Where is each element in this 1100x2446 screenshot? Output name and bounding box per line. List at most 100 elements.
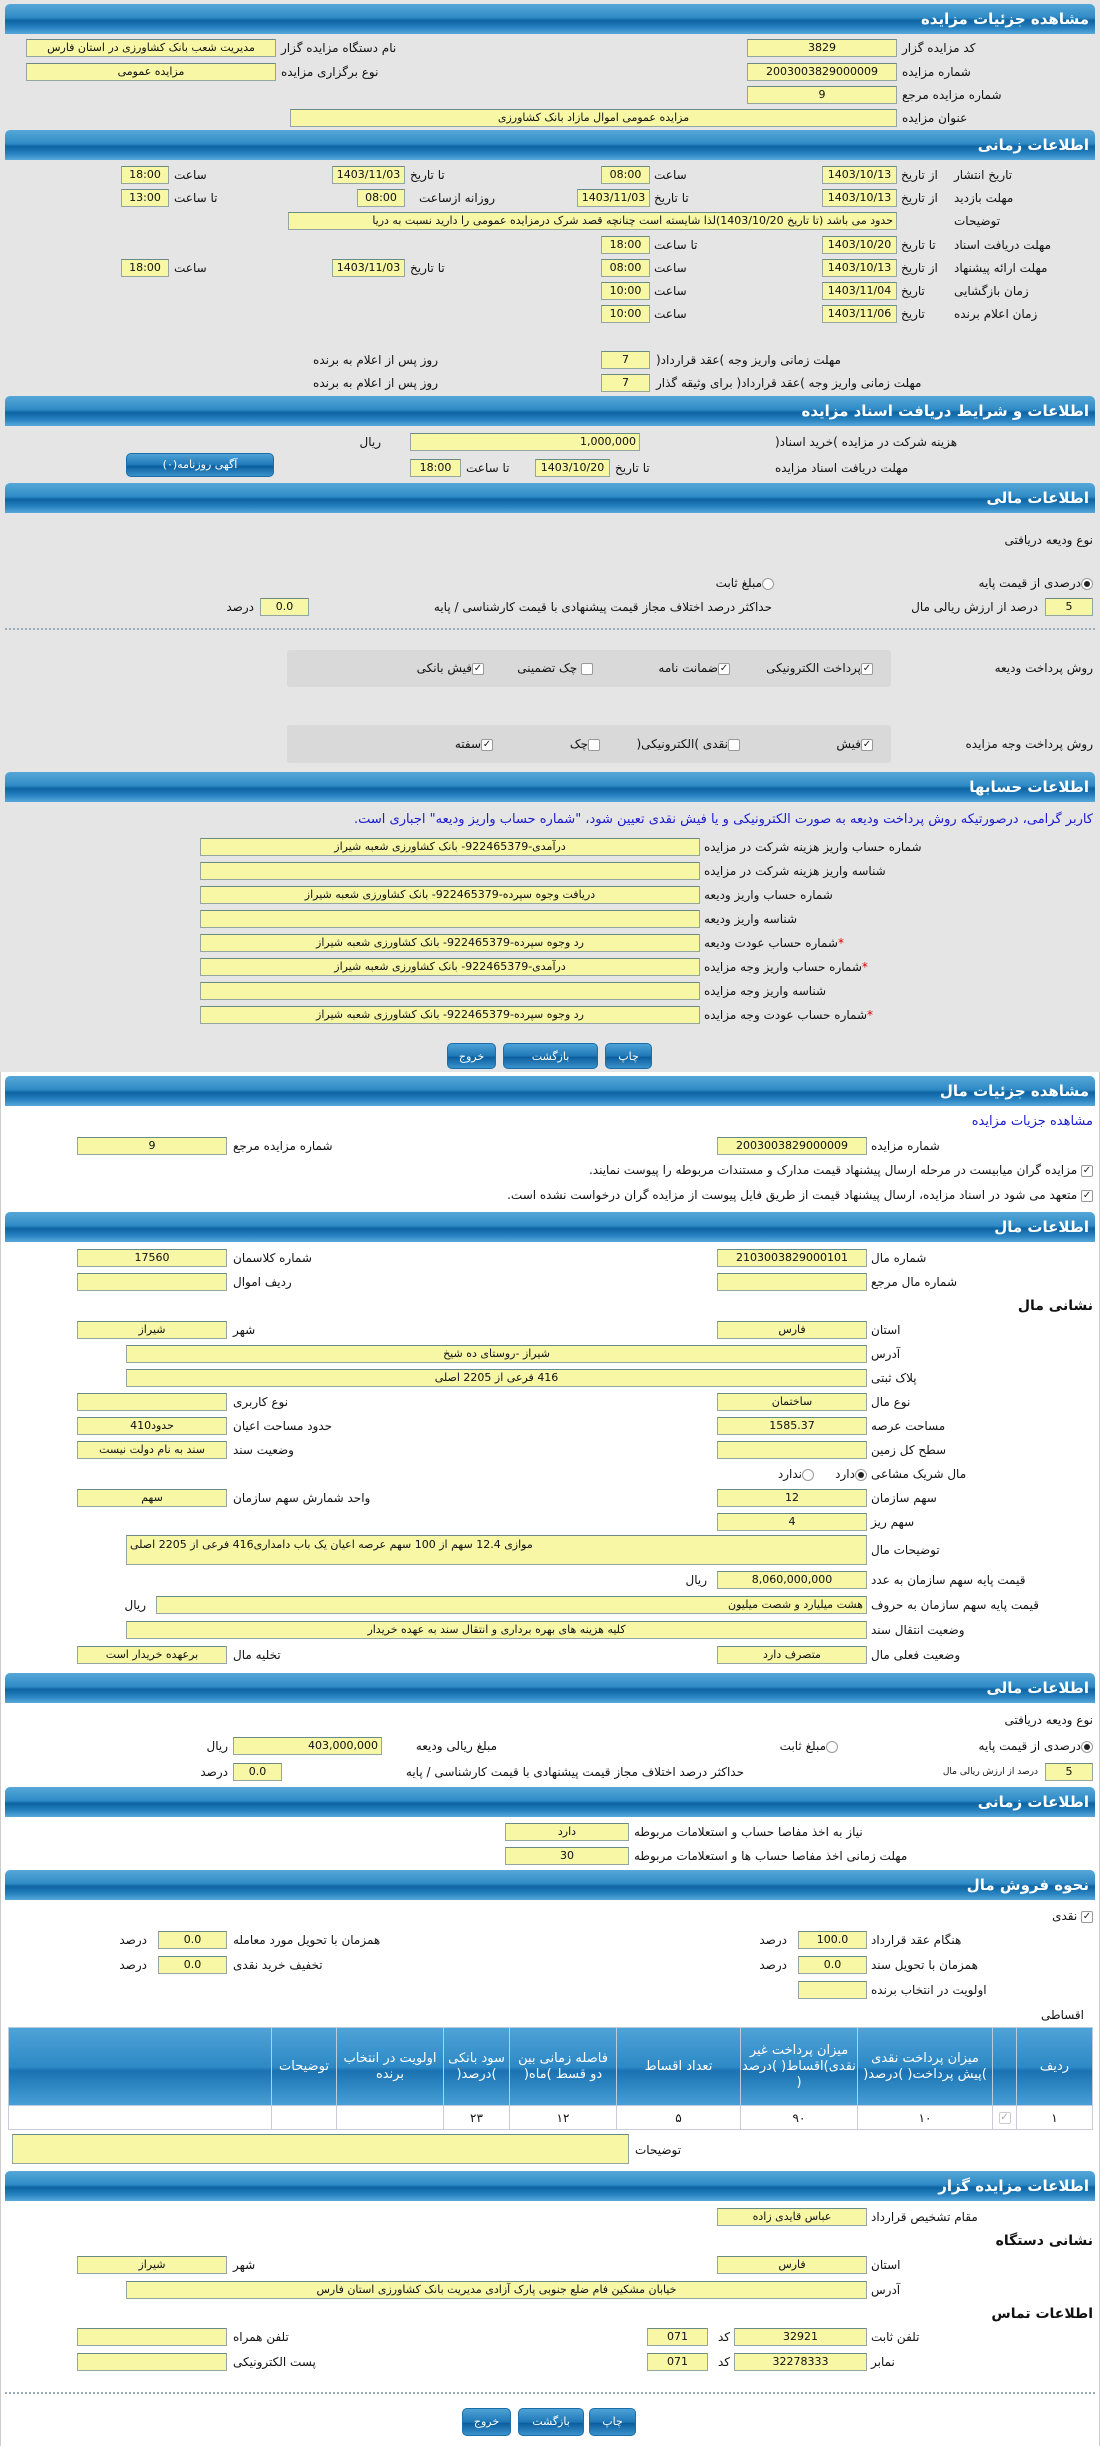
payment-method-cheque[interactable]: چک [570,734,600,754]
land-area-field[interactable]: 1585.37 [717,1417,867,1435]
account-field[interactable]: درآمدی-922465379- بانک کشاورزی شعبه شیرا… [200,838,700,856]
address-field[interactable]: شیراز -روستای ده شیخ [126,1345,867,1363]
share-unit-field[interactable]: سهم [77,1489,227,1507]
evacuation-field[interactable]: برعهده خریدار است [77,1646,227,1664]
asset-row-field[interactable] [77,1273,227,1291]
publish-to-hour[interactable]: 18:00 [121,166,169,184]
bid-to-hour[interactable]: 18:00 [121,259,169,277]
max-difference-field[interactable]: 0.0 [233,1763,282,1781]
account-field[interactable]: درآمدی-922465379- بانک کشاورزی شعبه شیرا… [200,958,700,976]
max-difference-field[interactable]: 0.0 [260,598,309,616]
percent-radio[interactable]: درصدی از قیمت پایه [979,1736,1093,1756]
auction-number-field[interactable]: 2003003829000009 [717,1137,867,1155]
no-attachment-checkbox[interactable]: ✓ متعهد می شود در اسناد مزایده، ارسال پی… [507,1185,1093,1205]
org-share-field[interactable]: 12 [717,1489,867,1507]
payment-method-receipt[interactable]: ✓فیش [836,734,873,754]
contract-authority-field[interactable]: عباس قایدی زاده [717,2208,867,2226]
notes-field[interactable] [12,2134,629,2164]
winner-priority-field[interactable] [798,1981,867,1999]
organization-field[interactable]: مدیریت شعب بانک کشاورزی در استان فارس [26,39,276,57]
auctioneer-code-field[interactable]: 3829 [747,39,897,57]
reference-number-field[interactable]: 9 [77,1137,227,1155]
bid-from-date[interactable]: 1403/10/13 [822,259,897,277]
newspaper-ad-button[interactable]: آگهی روزنامه(۰) [126,453,274,477]
account-field[interactable] [200,910,700,928]
back-button[interactable]: بازگشت [503,1043,598,1069]
visit-to-date[interactable]: 1403/11/03 [577,189,650,207]
publish-to-date[interactable]: 1403/11/03 [332,166,405,184]
phone-field[interactable]: 32921 [734,2328,867,2346]
bid-to-date[interactable]: 1403/11/03 [332,259,405,277]
small-share-field[interactable]: 4 [717,1513,867,1531]
bid-from-hour[interactable]: 08:00 [601,259,650,277]
province-field[interactable]: فارس [717,1321,867,1339]
account-field[interactable] [200,982,700,1000]
account-field[interactable]: رد وجوه سپرده-922465379- بانک کشاورزی شع… [200,934,700,952]
city-field[interactable]: شیراز [77,2256,227,2274]
opening-hour[interactable]: 10:00 [601,282,650,300]
winner-date[interactable]: 1403/11/06 [822,305,897,323]
building-area-field[interactable]: حدود410 [77,1417,227,1435]
payment-method-promissory[interactable]: ✓سفته [455,734,493,754]
publish-from-hour[interactable]: 08:00 [601,166,650,184]
deed-transfer-field[interactable]: کلیه هزینه های بهره برداری و انتقال سند … [126,1621,867,1639]
deposit-method-cheque[interactable]: چک تضمینی [517,658,593,678]
account-field[interactable]: رد وجوه سپرده-922465379- بانک کشاورزی شع… [200,1006,700,1024]
deposit-amount-field[interactable]: 403,000,000 [233,1737,382,1755]
item-reference-field[interactable] [717,1273,867,1291]
base-price-words-field[interactable]: هشت میلیارد و شصت میلیون [156,1596,867,1614]
email-field[interactable] [77,2353,227,2371]
payment-method-cash-electronic[interactable]: نقدی )الکترونیکی( [636,734,740,754]
time-description-field[interactable]: حدود می باشد (تا تاریخ 1403/10/20)لذا شا… [288,212,897,230]
item-description-textarea[interactable]: موازی 12.4 سهم از 100 سهم عرصه اعیان یک … [126,1535,867,1565]
docs-to-date[interactable]: 1403/10/20 [822,236,897,254]
base-price-field[interactable]: 8,060,000,000 [717,1571,867,1589]
fax-code-field[interactable]: 071 [647,2353,708,2371]
attach-docs-checkbox[interactable]: ✓ مزایده گران میابیست در مرحله ارسال پیش… [589,1160,1093,1180]
exit-button[interactable]: خروج [447,1043,496,1069]
percent-radio[interactable]: درصدی از قیمت پایه [979,573,1093,593]
phone-code-field[interactable]: 071 [647,2328,708,2346]
row-checkbox[interactable]: ✓ [992,2105,1017,2130]
delivery-percent-field[interactable]: 0.0 [158,1931,227,1949]
deposit-method-electronic[interactable]: ✓پرداخت الکترونیکی [766,658,873,678]
deposit-percent-field[interactable]: 5 [1045,598,1093,616]
account-field[interactable]: دریافت وجوه سپرده-922465379- بانک کشاورز… [200,886,700,904]
winner-hour[interactable]: 10:00 [601,305,650,323]
auction-number-field[interactable]: 2003003829000009 [747,63,897,81]
item-type-field[interactable]: ساختمان [717,1393,867,1411]
deed-delivery-percent-field[interactable]: 0.0 [798,1956,867,1974]
collateral-payment-deadline-field[interactable]: 7 [601,374,650,392]
registration-plate-field[interactable]: 416 فرعی از 2205 اصلی [126,1369,867,1387]
opening-date[interactable]: 1403/11/04 [822,282,897,300]
print-button[interactable]: چاپ [605,1043,652,1069]
visit-from-date[interactable]: 1403/10/13 [822,189,897,207]
fax-field[interactable]: 32278333 [734,2353,867,2371]
back-button[interactable]: بازگشت [518,2408,584,2436]
deposit-method-bank-receipt[interactable]: ✓فیش بانکی [417,658,484,678]
province-field[interactable]: فارس [717,2256,867,2274]
auction-type-field[interactable]: مزایده عمومی [26,63,276,81]
cash-discount-field[interactable]: 0.0 [158,1956,227,1974]
current-status-field[interactable]: متصرف دارد [717,1646,867,1664]
print-button[interactable]: چاپ [589,2408,636,2436]
auction-details-link[interactable]: مشاهده جزیات مزایده [971,1114,1093,1129]
cash-checkbox[interactable]: ✓ نقدی [1052,1906,1093,1926]
city-field[interactable]: شیراز [77,1321,227,1339]
reference-number-field[interactable]: 9 [747,86,897,104]
usage-type-field[interactable] [77,1393,227,1411]
fixed-amount-radio[interactable]: مبلغ ثابت [716,573,774,593]
deed-status-field[interactable]: سند به نام دولت نیست [77,1441,227,1459]
account-field[interactable] [200,862,700,880]
docs-deadline-hour[interactable]: 18:00 [410,459,461,477]
deposit-percent-field[interactable]: 5 [1045,1763,1093,1781]
deposit-method-guarantee[interactable]: ✓ضمانت نامه [658,658,730,678]
total-land-field[interactable] [717,1441,867,1459]
participation-fee-field[interactable]: 1,000,000 [410,433,640,451]
shared-yes-radio[interactable]: دارد [835,1464,867,1484]
docs-deadline-date[interactable]: 1403/10/20 [535,459,610,477]
payment-deadline-field[interactable]: 7 [601,351,650,369]
class-number-field[interactable]: 17560 [77,1249,227,1267]
visit-from-hour[interactable]: 08:00 [357,189,405,207]
docs-to-hour[interactable]: 18:00 [601,236,650,254]
